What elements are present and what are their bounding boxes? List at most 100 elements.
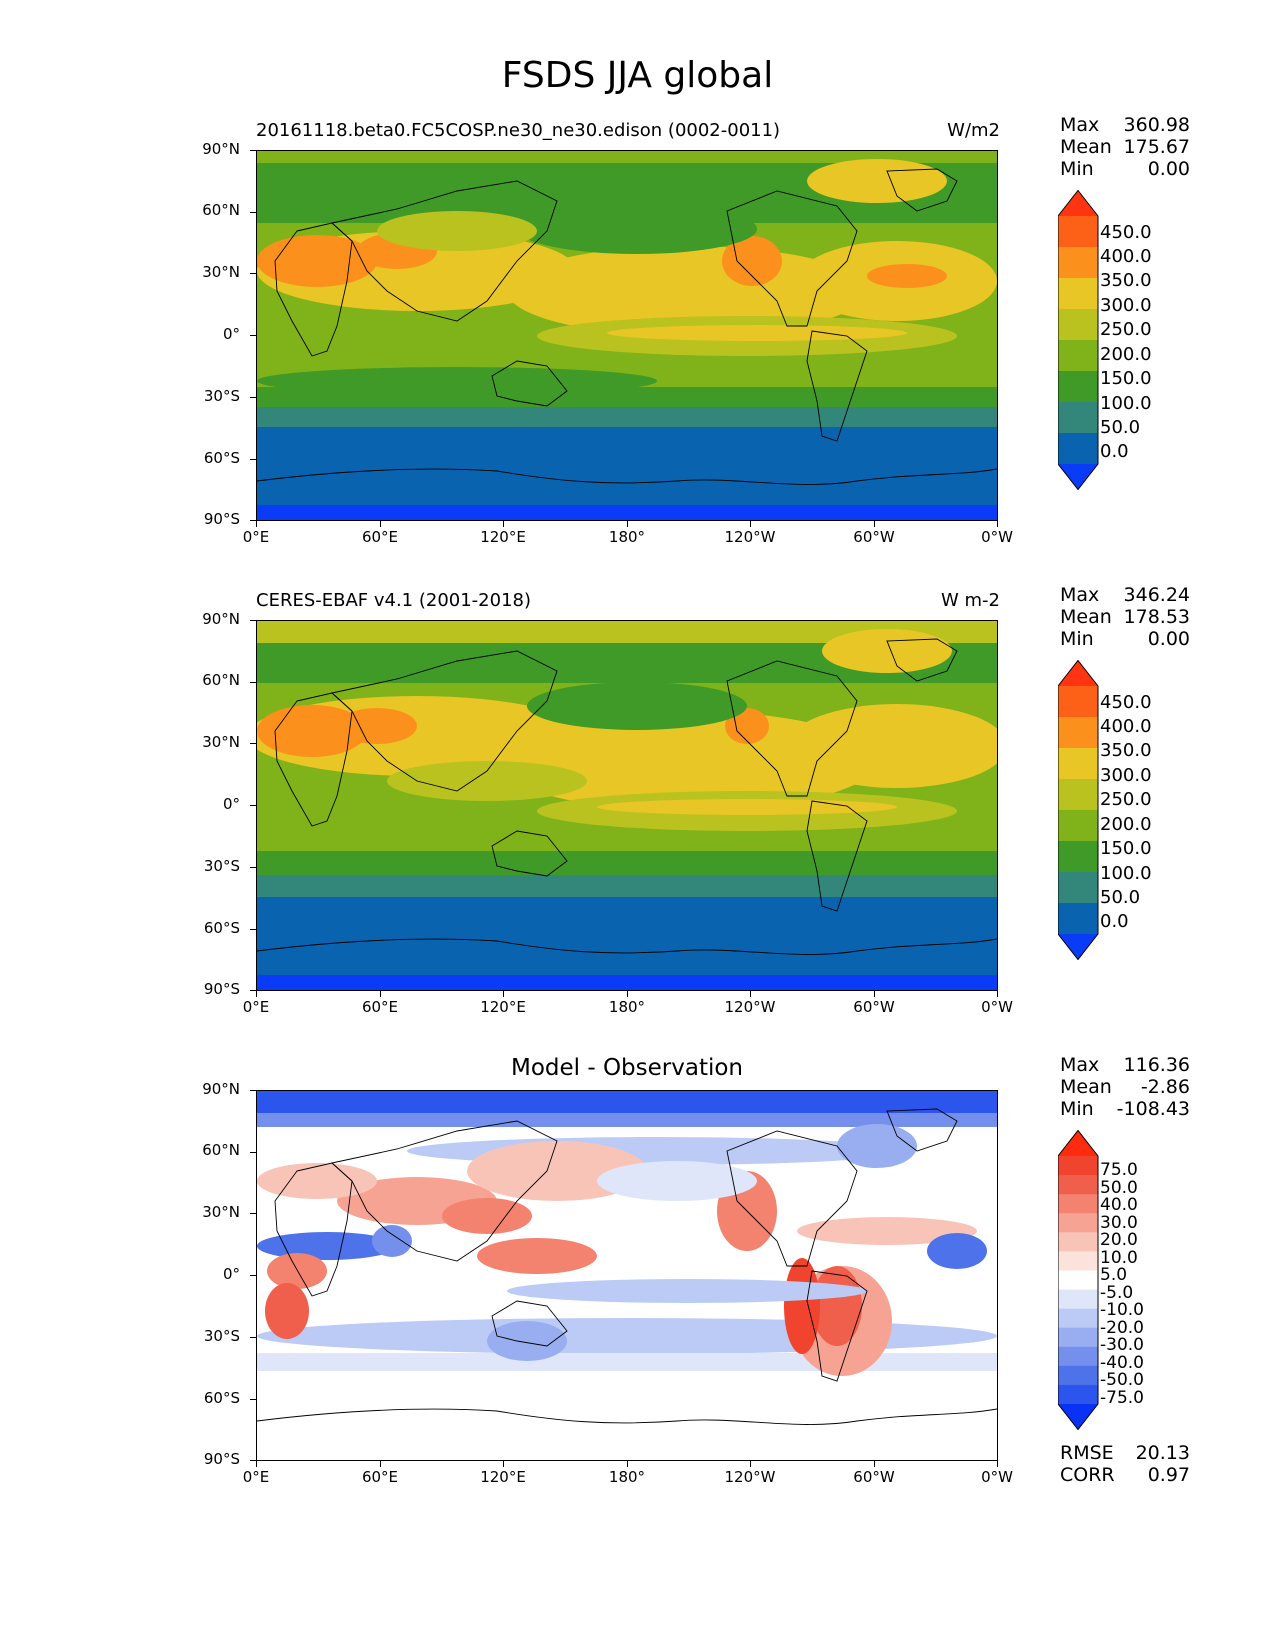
lat-tick: 90°S (203, 510, 240, 528)
panel-title: CERES-EBAF v4.1 (2001-2018) (256, 590, 532, 611)
lon-tick: 120°W (724, 528, 776, 546)
colorbar-label: 5.0 (1100, 1265, 1128, 1285)
corr-label: CORR (1060, 1464, 1115, 1486)
lat-tick: 30°N (202, 1203, 240, 1221)
lat-tick: 60°S (203, 1389, 240, 1407)
lon-tick: 60°W (853, 528, 895, 546)
colorbar-label: 250.0 (1100, 319, 1152, 340)
stat-max: 116.36 (1123, 1054, 1190, 1076)
lat-tick: 60°S (203, 449, 240, 467)
figure-title: FSDS JJA global (501, 55, 774, 96)
colorbar-label: 350.0 (1100, 740, 1152, 761)
colorbar-outline (1058, 660, 1099, 960)
colorbar-segment (1058, 1346, 1098, 1367)
colorbar-segment (1058, 686, 1098, 718)
lon-tick: 0°E (242, 1468, 270, 1486)
panel-difference: Model - Observation (0, 1054, 1275, 1560)
lat-tick: 60°S (203, 919, 240, 937)
lon-tick: 120°W (724, 998, 776, 1016)
stat-label: Mean (1060, 1076, 1112, 1098)
lon-tick: 60°W (853, 1468, 895, 1486)
lon-tick: 0°W (981, 1468, 1013, 1486)
colorbar-segment (1058, 340, 1098, 372)
colorbar-label: -10.0 (1100, 1300, 1144, 1320)
stat-label: Max (1060, 114, 1100, 136)
lat-tick: 90°N (202, 1080, 240, 1098)
lat-tick: 30°N (202, 733, 240, 751)
panel-title: Model - Observation (510, 1055, 744, 1081)
panel-units: W/m2 (947, 120, 1000, 141)
lat-tick: 30°S (203, 1327, 240, 1345)
stat-mean: -2.86 (1140, 1076, 1190, 1098)
colorbar-label: 200.0 (1100, 344, 1152, 365)
colorbar-label: 50.0 (1100, 417, 1141, 438)
colorbar-segment (1058, 247, 1098, 279)
colorbar-segment (1058, 717, 1098, 749)
colorbar-segment (1058, 1232, 1098, 1252)
map-model (256, 150, 998, 521)
colorbar-segment (1058, 841, 1098, 873)
colorbar-label: 150.0 (1100, 368, 1152, 389)
colorbar (1058, 660, 1099, 960)
colorbar-segment (1058, 748, 1098, 780)
colorbar-label: -20.0 (1100, 1318, 1144, 1338)
lat-tick: 30°N (202, 263, 240, 281)
lat-tick: 60°N (202, 671, 240, 689)
stats-block: Max 116.36 Mean -2.86 Min -108.43 (1060, 1054, 1190, 1120)
colorbar-segment (1058, 779, 1098, 811)
stat-label: Max (1060, 1054, 1100, 1076)
lat-tick: 0° (222, 325, 240, 343)
stat-max: 346.24 (1123, 584, 1190, 606)
lat-tick: 90°S (203, 980, 240, 998)
colorbar-segment (1058, 903, 1098, 935)
panel-title: 20161118.beta0.FC5COSP.ne30_ne30.edison … (256, 120, 781, 141)
lon-tick: 120°W (724, 1468, 776, 1486)
lon-tick: 0°E (242, 998, 270, 1016)
colorbar-label: 40.0 (1100, 1195, 1138, 1215)
stat-label: Max (1060, 584, 1100, 606)
lat-tick: 90°N (202, 140, 240, 158)
colorbar-segment (1058, 433, 1098, 465)
panel-model: 20161118.beta0.FC5COSP.ne30_ne30.edison … (0, 114, 1275, 620)
panel-units: W m-2 (940, 590, 1000, 611)
colorbar-label: 400.0 (1100, 716, 1152, 737)
colorbar-label: 150.0 (1100, 838, 1152, 859)
colorbar-label: 100.0 (1100, 393, 1152, 414)
colorbar-outline (1058, 190, 1099, 490)
lon-tick: 180° (608, 528, 646, 546)
lat-tick: 30°S (203, 387, 240, 405)
corr-value: 0.97 (1147, 1464, 1190, 1486)
colorbar-label: 100.0 (1100, 863, 1152, 884)
lon-tick: 0°W (981, 998, 1013, 1016)
rmse-label: RMSE (1060, 1442, 1114, 1464)
colorbar-segment (1058, 216, 1098, 248)
colorbar-label: 250.0 (1100, 789, 1152, 810)
colorbar-label: 450.0 (1100, 222, 1152, 243)
colorbar-segment (1058, 1270, 1098, 1291)
lon-tick: 180° (608, 998, 646, 1016)
colorbar-segment (1058, 402, 1098, 434)
stat-label: Mean (1060, 606, 1112, 628)
lon-tick: 60°E (361, 1468, 399, 1486)
colorbar-segment (1058, 371, 1098, 403)
rmse-block: RMSE 20.13 CORR 0.97 (1060, 1442, 1190, 1486)
map-observation (256, 620, 998, 991)
colorbar-segment (1058, 1194, 1098, 1214)
colorbar-segment (1058, 1289, 1098, 1310)
colorbar-label: -75.0 (1100, 1388, 1144, 1408)
stats-block: Max 360.98 Mean 175.67 Min 0.00 (1060, 114, 1190, 180)
colorbar-extend-bottom (1058, 464, 1098, 490)
lat-tick: 30°S (203, 857, 240, 875)
colorbar-extend-bottom (1058, 934, 1098, 960)
colorbar (1058, 190, 1099, 490)
lon-tick: 60°E (361, 998, 399, 1016)
colorbar-label: 300.0 (1100, 295, 1152, 316)
lat-tick: 90°N (202, 610, 240, 628)
stat-mean: 175.67 (1123, 136, 1190, 158)
colorbar-segment (1058, 1175, 1098, 1195)
stat-min: 0.00 (1147, 628, 1190, 650)
colorbar-extend-bottom (1058, 1404, 1098, 1430)
colorbar-segment (1058, 1308, 1098, 1329)
lon-tick: 180° (608, 1468, 646, 1486)
colorbar-label: 400.0 (1100, 246, 1152, 267)
